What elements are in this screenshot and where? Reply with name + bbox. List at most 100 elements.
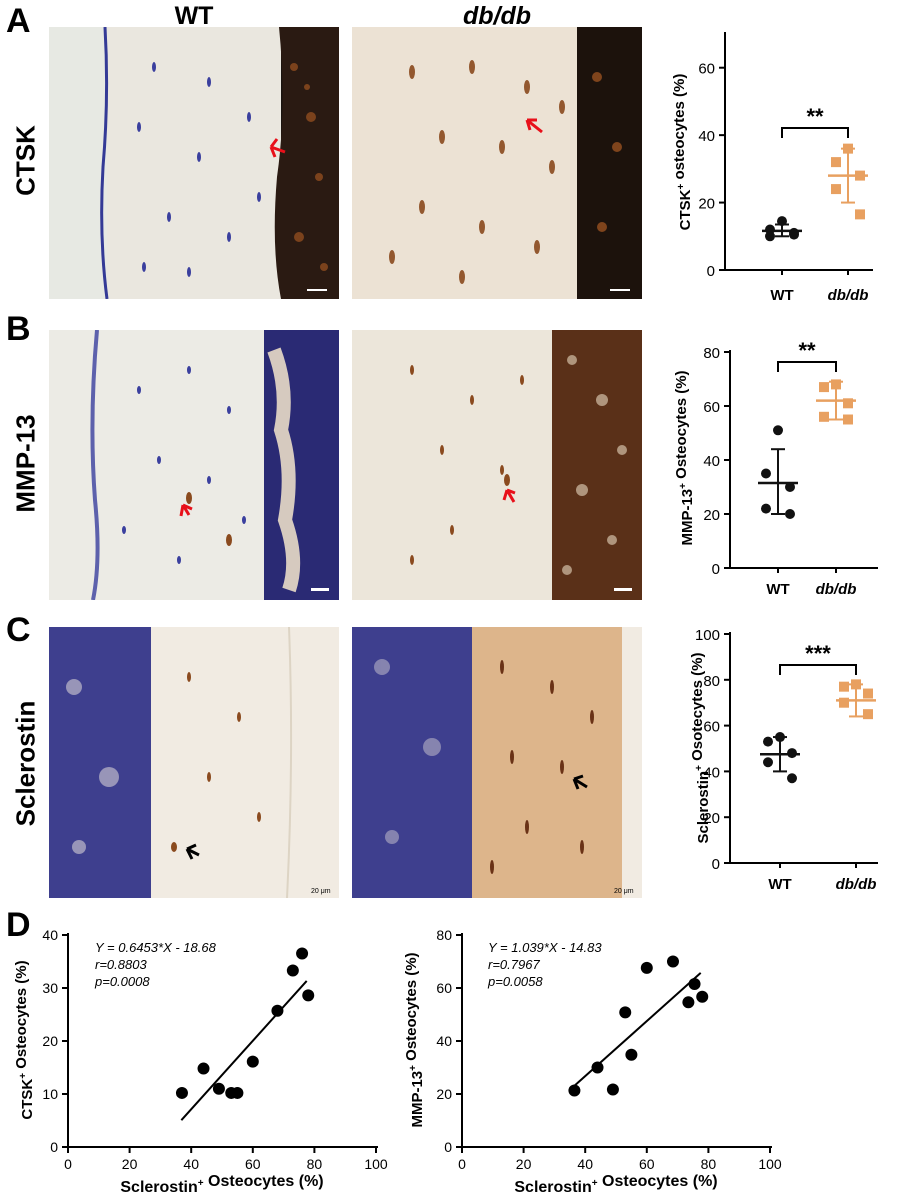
y-tick-label: 80	[703, 673, 720, 690]
y-tick-label: 80	[703, 345, 720, 362]
regression-annotation: p=0.0058	[487, 974, 543, 989]
data-point	[231, 1086, 244, 1099]
data-point-dbdb	[819, 411, 829, 422]
x-tick-label-wt: WT	[766, 581, 789, 598]
data-point	[271, 1004, 284, 1017]
y-tick-label: 20	[42, 1033, 58, 1049]
micrograph-sclerostin-wt: 20 μm	[49, 627, 339, 898]
data-point-dbdb	[843, 398, 853, 409]
y-tick-label: 20	[703, 810, 720, 827]
panel-letter-c: C	[6, 611, 31, 649]
data-point	[197, 1062, 210, 1075]
x-tick-label: 0	[64, 1156, 72, 1172]
y-tick-label: 60	[698, 61, 715, 78]
micrograph-mmp13-dbdb	[352, 330, 642, 600]
regression-annotation: Y = 1.039*X - 14.83	[488, 940, 602, 955]
data-point	[302, 989, 315, 1002]
y-tick-label: 0	[712, 561, 720, 578]
x-tick-label-dbdb: db/db	[828, 287, 869, 304]
data-point-wt	[785, 482, 795, 492]
x-tick-label: 60	[245, 1156, 261, 1172]
column-header-dbdb: db/db	[462, 2, 532, 30]
significance-bracket	[777, 361, 837, 372]
y-tick-label: 0	[444, 1139, 452, 1155]
micrograph-ctsk-wt	[49, 27, 339, 299]
data-point-wt	[761, 503, 771, 514]
y-tick-label: 10	[42, 1086, 58, 1102]
y-tick-label: 40	[703, 764, 720, 781]
regression-line	[180, 980, 308, 1121]
x-tick-label: 20	[122, 1156, 138, 1172]
regression-annotation: r=0.7967	[488, 957, 540, 972]
regression-line	[570, 972, 702, 1090]
data-point-dbdb	[839, 681, 849, 692]
data-point-dbdb	[855, 170, 865, 181]
y-tick-label: 0	[707, 263, 715, 280]
y-tick-label: 30	[42, 980, 58, 996]
significance-label: ***	[805, 641, 831, 666]
data-point-dbdb	[819, 382, 829, 393]
y-axis-label: CTSK+ osteocytes (%)	[671, 74, 694, 231]
data-point	[286, 964, 299, 977]
data-point-dbdb	[831, 379, 841, 390]
data-point	[296, 947, 309, 960]
data-point	[606, 1083, 619, 1096]
data-point-wt	[763, 757, 773, 768]
data-point	[640, 961, 653, 974]
data-point-wt	[787, 773, 797, 784]
y-tick-label: 40	[698, 128, 715, 145]
data-point	[212, 1082, 225, 1095]
y-tick-label: 60	[703, 719, 720, 736]
y-tick-label: 0	[712, 856, 720, 873]
panel-letter-b: B	[6, 310, 31, 348]
data-point-dbdb	[831, 184, 841, 195]
chart-D-right: 0 20 40 60 80 0 20 40 60 80 100 Sclerostin+ Osteocy…	[403, 927, 782, 1196]
y-axis-label: Sclerostin+ Osotecytes (%)	[689, 653, 712, 844]
data-point-wt	[773, 425, 783, 436]
x-axis-label: Sclerostin+ Osteocytes (%)	[120, 1173, 323, 1196]
data-point	[625, 1048, 638, 1061]
y-axis-label: CTSK+ Osteocytes (%)	[13, 960, 36, 1119]
data-point-wt	[785, 509, 795, 519]
data-point	[591, 1061, 604, 1074]
data-point-wt	[787, 748, 797, 759]
chart-A-dot: 0 20 40 60 WT db/db CTSK+ osteocytes (%) **	[671, 32, 873, 304]
x-tick-label: 100	[758, 1156, 782, 1172]
significance-label: **	[806, 104, 824, 129]
y-tick-label: 60	[436, 980, 452, 996]
micrograph-ctsk-dbdb	[352, 27, 642, 299]
regression-annotation: r=0.8803	[95, 957, 147, 972]
data-point	[619, 1006, 632, 1019]
panel-letter-a: A	[6, 2, 31, 40]
scale-bar-text-dbdb: 20 μm	[614, 888, 634, 895]
data-point-wt	[761, 468, 771, 479]
data-point-wt	[777, 216, 787, 227]
x-tick-label: 80	[701, 1156, 717, 1172]
data-point-wt	[775, 732, 785, 743]
data-point	[568, 1084, 581, 1097]
data-point-dbdb	[831, 157, 841, 168]
data-point	[666, 955, 679, 968]
data-point	[246, 1055, 259, 1068]
significance-bracket	[781, 127, 849, 138]
y-tick-label: 20	[703, 507, 720, 524]
data-point-wt	[789, 229, 799, 240]
y-tick-label: 40	[436, 1033, 452, 1049]
x-tick-label: 80	[307, 1156, 323, 1172]
x-tick-label: 100	[364, 1156, 388, 1172]
regression-annotation: p=0.0008	[94, 974, 150, 989]
regression-annotation: Y = 0.6453*X - 18.68	[95, 940, 217, 955]
chart-C-dot: 0 20 40 60 80 100 WT db/db Sclerostin+ Osotecyte…	[689, 627, 878, 893]
x-tick-label: 40	[183, 1156, 199, 1172]
y-tick-label: 0	[50, 1139, 58, 1155]
y-axis-label: MMP-13+ Osteocytes (%)	[403, 952, 426, 1127]
x-tick-label: 60	[639, 1156, 655, 1172]
column-header-wt: WT	[174, 2, 214, 30]
x-tick-label-wt: WT	[770, 287, 793, 304]
significance-bracket	[779, 664, 857, 675]
data-point-dbdb	[863, 709, 873, 720]
significance-label: **	[798, 338, 816, 363]
data-point	[688, 978, 701, 991]
x-tick-label: 40	[577, 1156, 593, 1172]
